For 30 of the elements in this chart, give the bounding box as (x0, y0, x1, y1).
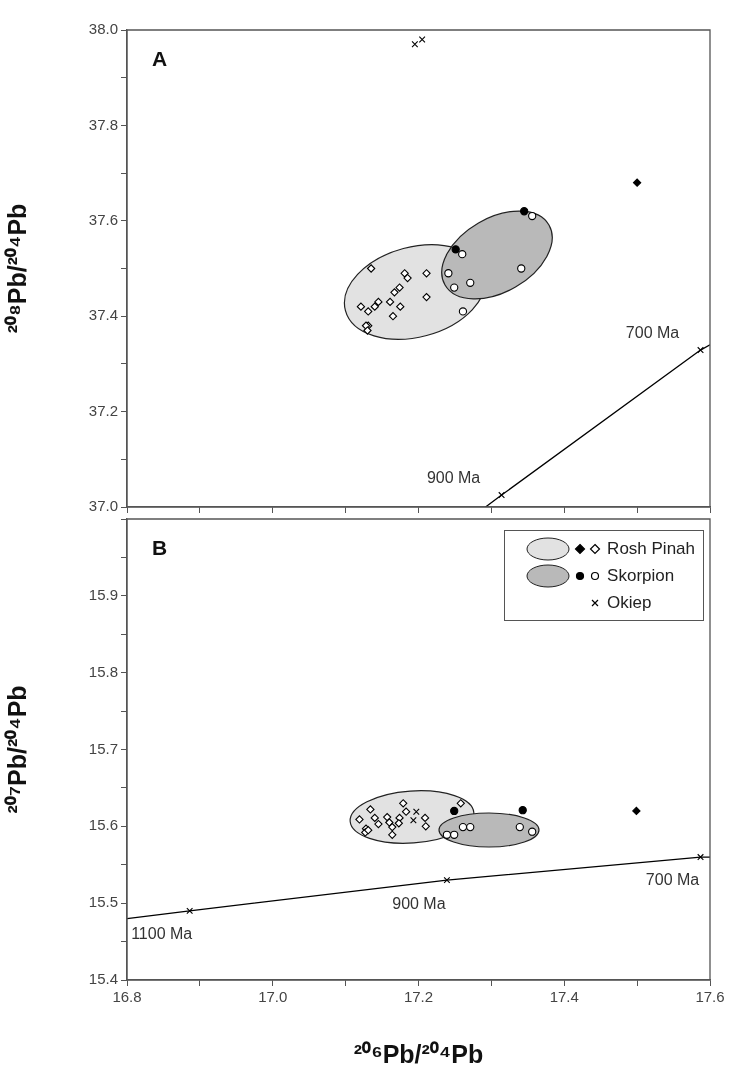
legend-label: Skorpion (607, 565, 675, 586)
annotation: B (152, 536, 168, 560)
y-axis-title: ²⁰⁸Pb/²⁰⁴Pb (2, 203, 31, 334)
annotation: A (152, 47, 168, 71)
y-tick-label: 15.8 (88, 662, 118, 680)
y-tick-label: 37.2 (88, 401, 118, 419)
annotation: 900 Ma (426, 469, 481, 487)
y-tick-label: 37.8 (88, 115, 118, 133)
x-axis-title: ²⁰⁶Pb/²⁰⁴Pb (353, 1039, 484, 1068)
legend-label: Rosh Pinah (607, 538, 695, 559)
x-tick-label: 17.6 (695, 988, 725, 1006)
annotation: 700 Ma (625, 324, 680, 342)
y-tick-label: 38.0 (88, 20, 118, 38)
x-tick-label: 16.8 (112, 988, 142, 1006)
annotation: 1100 Ma (131, 925, 193, 943)
annotation: 900 Ma (392, 894, 446, 912)
y-tick-label: 15.6 (88, 816, 118, 834)
y-tick-label: 15.9 (88, 585, 118, 603)
x-tick-label: 17.0 (258, 988, 288, 1006)
y-tick-label: 15.7 (88, 739, 118, 757)
y-tick-label: 37.0 (88, 497, 118, 515)
y-tick-label: 15.4 (88, 970, 118, 988)
x-tick-label: 17.2 (403, 988, 434, 1006)
y-tick-label: 37.4 (88, 306, 118, 324)
y-tick-label: 15.5 (88, 893, 118, 911)
annotation: 700 Ma (645, 871, 700, 889)
y-axis-title: ²⁰⁷Pb/²⁰⁴Pb (2, 685, 31, 814)
legend-label: Okiep (607, 592, 652, 613)
y-tick-label: 37.6 (88, 210, 118, 228)
x-tick-label: 17.4 (549, 988, 579, 1006)
